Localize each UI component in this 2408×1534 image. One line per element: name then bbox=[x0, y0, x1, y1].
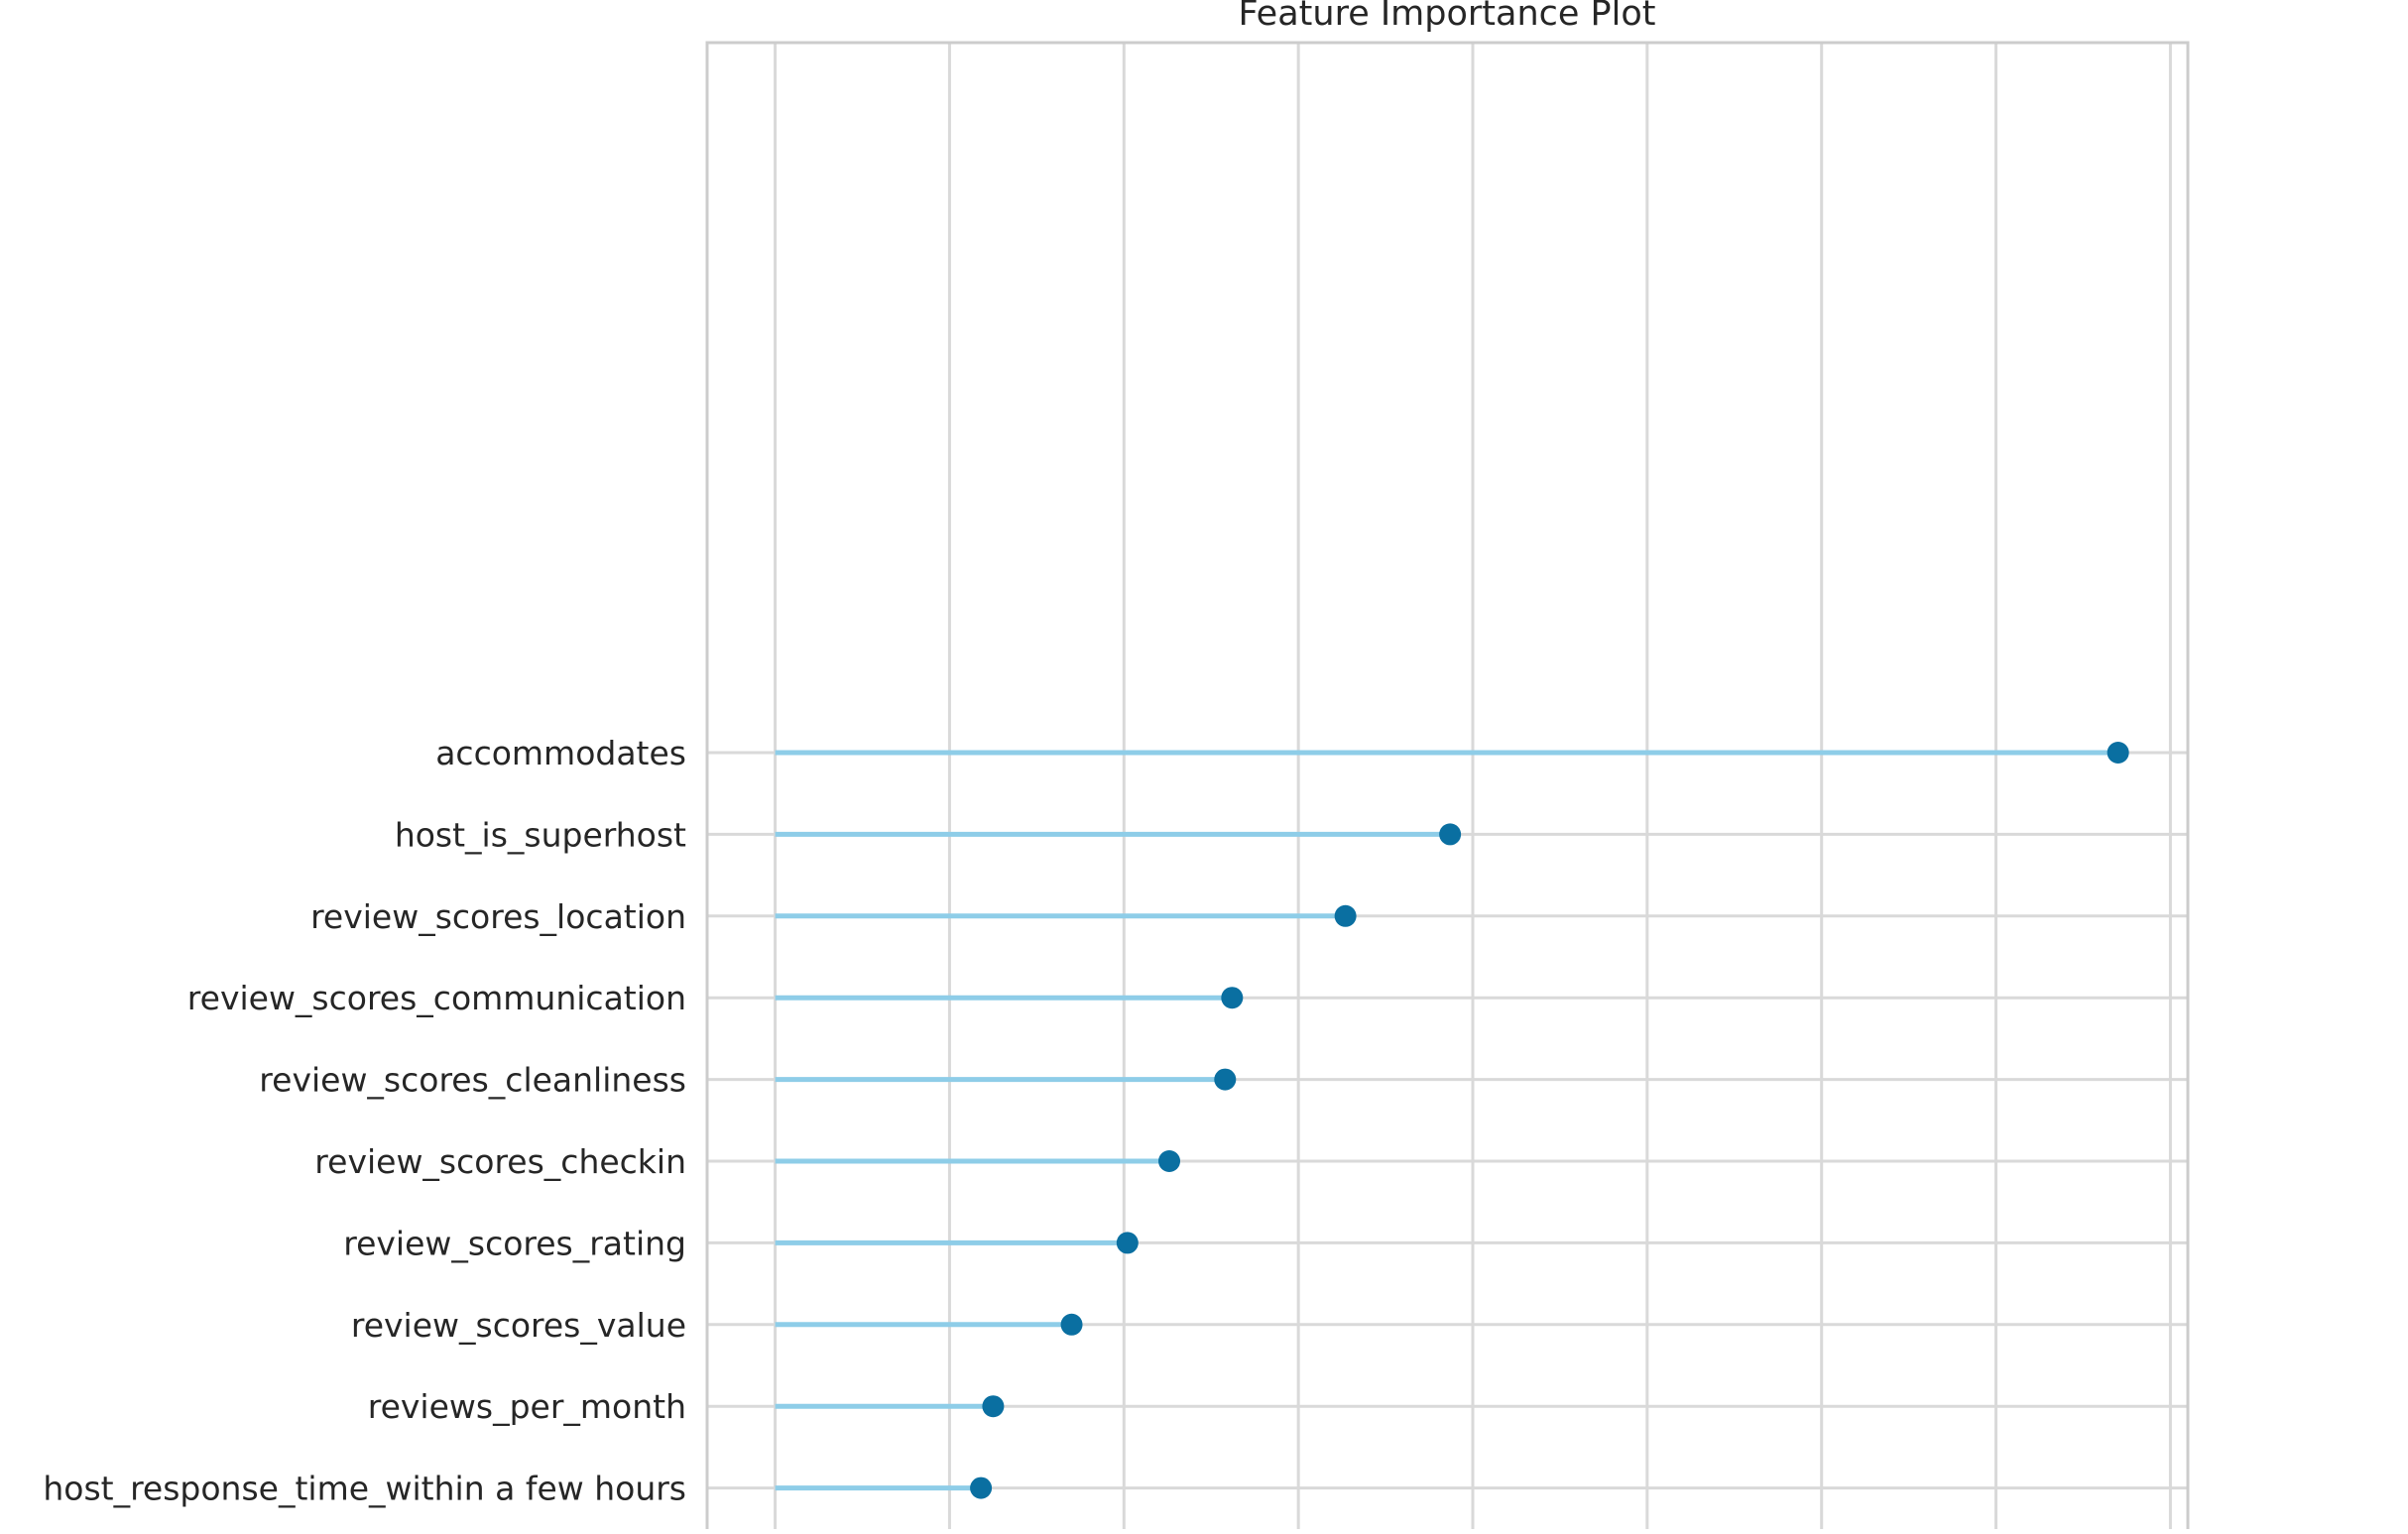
y-tick-label: review_scores_checkin bbox=[314, 1142, 686, 1181]
marker-review-scores-communication bbox=[1221, 987, 1243, 1008]
y-tick-label: accommodates bbox=[435, 734, 686, 772]
grid-layer bbox=[707, 43, 2188, 1529]
y-tick-label: review_scores_value bbox=[351, 1306, 686, 1345]
y-tick-label: review_scores_communication bbox=[187, 979, 686, 1017]
marker-reviews-per-month bbox=[982, 1395, 1004, 1417]
chart-title: Feature Importance Plot bbox=[1238, 0, 1655, 34]
marker-accommodates bbox=[2107, 742, 2129, 764]
y-tick-labels: accommodates host_is_superhost review_scor… bbox=[43, 734, 686, 1508]
marker-review-scores-rating bbox=[1117, 1232, 1139, 1253]
marker-review-scores-checkin bbox=[1158, 1150, 1180, 1172]
y-tick-label: reviews_per_month bbox=[368, 1387, 686, 1426]
marker-host-response-time-within-a-few-hours bbox=[970, 1477, 992, 1499]
y-tick-label: review_scores_cleanliness bbox=[259, 1061, 686, 1100]
marker-review-scores-value bbox=[1061, 1314, 1083, 1336]
y-tick-label: host_response_time_within a few hours bbox=[43, 1470, 686, 1508]
marker-review-scores-cleanliness bbox=[1214, 1069, 1236, 1091]
plot-frame bbox=[707, 43, 2188, 1529]
marker-review-scores-location bbox=[1335, 905, 1357, 927]
stems-layer bbox=[776, 753, 2118, 1488]
y-tick-label: review_scores_location bbox=[310, 897, 686, 936]
markers-layer bbox=[970, 742, 2129, 1499]
y-tick-label: review_scores_rating bbox=[343, 1224, 686, 1262]
y-tick-label: host_is_superhost bbox=[395, 815, 686, 854]
marker-host-is-superhost bbox=[1439, 823, 1461, 845]
